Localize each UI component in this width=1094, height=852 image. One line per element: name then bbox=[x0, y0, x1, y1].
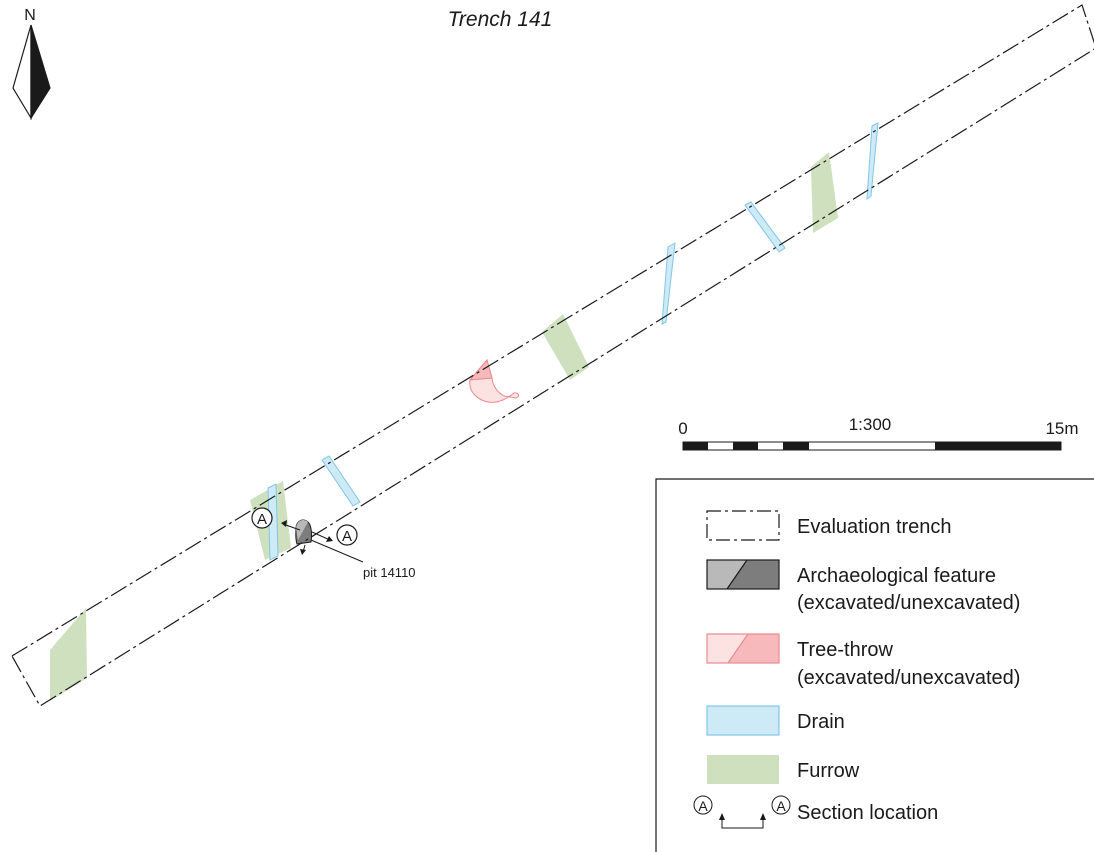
legend-swatch-section: A A bbox=[693, 795, 791, 829]
scale-bar: 0 1:300 15m bbox=[678, 415, 1079, 451]
scale-ratio: 1:300 bbox=[849, 415, 892, 434]
legend-swatch-drain bbox=[706, 705, 780, 736]
legend-section-marker-left: A bbox=[698, 798, 708, 814]
section-marker-a-left: A bbox=[257, 511, 267, 528]
drain-2 bbox=[321, 455, 361, 507]
legend-swatch-archaeological bbox=[706, 559, 780, 590]
section-markers: A A bbox=[251, 507, 358, 555]
legend-archaeological-line1: Archaeological feature bbox=[797, 565, 996, 587]
drain-1 bbox=[267, 483, 279, 561]
furrows bbox=[50, 152, 838, 701]
drain-5 bbox=[866, 122, 879, 201]
legend-treethrow-line2: (excavated/unexcavated) bbox=[797, 667, 1020, 689]
scale-start: 0 bbox=[678, 419, 687, 438]
drains bbox=[267, 122, 879, 561]
furrow-4 bbox=[811, 152, 838, 233]
legend-section-marker-right: A bbox=[776, 798, 786, 814]
drain-3 bbox=[661, 242, 676, 325]
furrow-1 bbox=[50, 608, 87, 701]
north-arrow-icon: N bbox=[12, 7, 51, 121]
evaluation-trench bbox=[11, 4, 1094, 707]
furrow-3 bbox=[542, 314, 589, 380]
legend-swatch-trench bbox=[706, 510, 780, 541]
legend-furrow: Furrow bbox=[797, 760, 860, 782]
scale-end: 15m bbox=[1045, 419, 1078, 438]
legend-drain: Drain bbox=[797, 711, 845, 733]
pit-label: pit 14110 bbox=[363, 565, 416, 580]
legend-trench: Evaluation trench bbox=[797, 516, 952, 538]
legend-treethrow-line1: Tree-throw bbox=[797, 639, 894, 661]
legend-section: Section location bbox=[797, 802, 938, 824]
north-label: N bbox=[24, 7, 36, 24]
pit-14110: pit 14110 bbox=[295, 519, 416, 580]
plan-title: Trench 141 bbox=[448, 8, 553, 31]
legend: Evaluation trench Archaeological feature… bbox=[655, 478, 1094, 852]
legend-swatch-treethrow bbox=[706, 633, 780, 664]
legend-archaeological-line2: (excavated/unexcavated) bbox=[797, 592, 1020, 614]
drain-4 bbox=[744, 201, 786, 253]
tree-throw bbox=[468, 358, 520, 403]
section-marker-a-right: A bbox=[342, 528, 352, 545]
legend-swatch-furrow bbox=[707, 755, 779, 784]
